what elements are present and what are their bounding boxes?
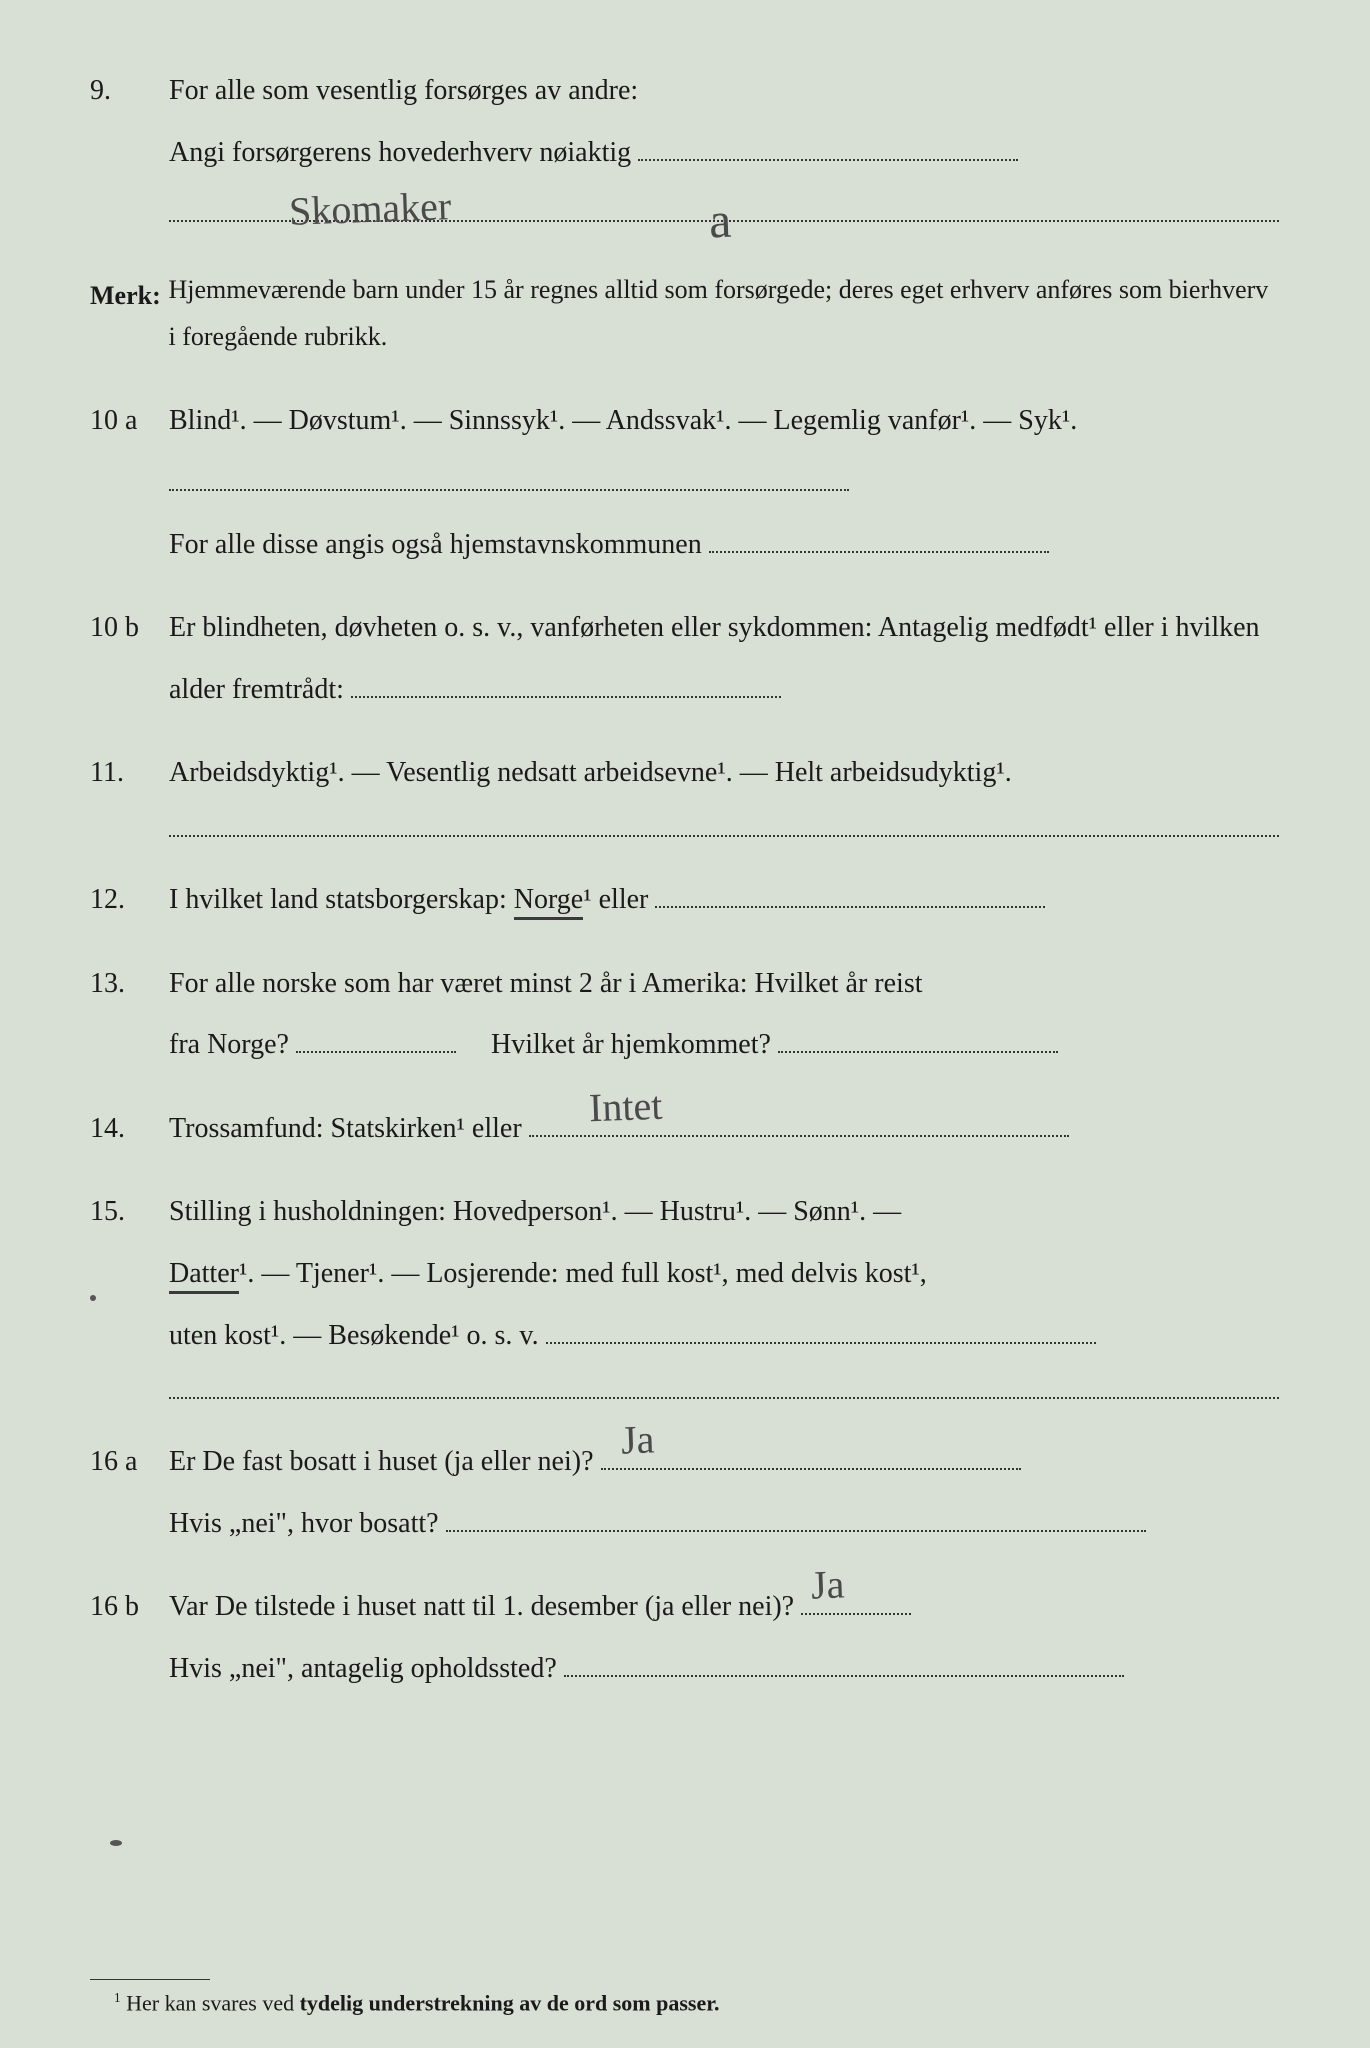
q15-line3: uten kost¹. — Besøkende¹ o. s. v. bbox=[169, 1320, 539, 1351]
q9-number: 9. bbox=[90, 60, 162, 122]
q9-fill-1 bbox=[638, 159, 1018, 161]
q13-number: 13. bbox=[90, 953, 162, 1015]
q10a-body: Blind¹. — Døvstum¹. — Sinnssyk¹. — Andss… bbox=[169, 390, 1279, 575]
q16b-line2: Hvis „nei", antagelig opholdssted? bbox=[169, 1653, 557, 1684]
q11-text: Arbeidsdyktig¹. — Vesentlig nedsatt arbe… bbox=[169, 757, 1012, 788]
q16a-handwritten: Ja bbox=[619, 1396, 655, 1485]
q12-pre: I hvilket land statsborgerskap: bbox=[169, 884, 514, 915]
q10b-body: Er blindheten, døvheten o. s. v., vanfør… bbox=[169, 597, 1279, 720]
merk-text: Hjemmeværende barn under 15 år regnes al… bbox=[169, 267, 1279, 361]
q16a-body: Er De fast bosatt i huset (ja eller nei)… bbox=[169, 1431, 1279, 1554]
artifact-speck bbox=[90, 1295, 96, 1301]
footnote-pre: Her kan svares ved bbox=[126, 1991, 300, 2016]
footnote-bold: tydelig understrekning av de ord som pas… bbox=[300, 1991, 720, 2016]
question-15: 15. Stilling i husholdningen: Hovedperso… bbox=[90, 1181, 1280, 1409]
q10a-line2: For alle disse angis også hjemstavnskomm… bbox=[169, 529, 702, 560]
q16b-number: 16 b bbox=[90, 1576, 162, 1638]
q11-body: Arbeidsdyktig¹. — Vesentlig nedsatt arbe… bbox=[169, 742, 1279, 847]
q12-number: 12. bbox=[90, 869, 162, 931]
q16b-fill-2 bbox=[564, 1675, 1124, 1677]
q16b-line1: Var De tilstede i huset natt til 1. dese… bbox=[169, 1591, 794, 1622]
q16a-line2: Hvis „nei", hvor bosatt? bbox=[169, 1508, 439, 1539]
artifact-speck bbox=[110, 1840, 122, 1846]
q16a-fill-2 bbox=[446, 1530, 1146, 1532]
question-10a: 10 a Blind¹. — Døvstum¹. — Sinnssyk¹. — … bbox=[90, 390, 1280, 575]
q12-underlined: Norge bbox=[514, 884, 583, 920]
q10b-fill bbox=[351, 696, 781, 698]
question-16a: 16 a Er De fast bosatt i huset (ja eller… bbox=[90, 1431, 1280, 1554]
question-12: 12. I hvilket land statsborgerskap: Norg… bbox=[90, 869, 1280, 931]
q14-handwritten: Intet bbox=[587, 1061, 663, 1152]
q13-fill-1 bbox=[296, 1051, 456, 1053]
q10b-number: 10 b bbox=[90, 597, 162, 659]
q12-post: ¹ eller bbox=[583, 884, 648, 915]
q11-fill bbox=[169, 834, 1279, 837]
q14-number: 14. bbox=[90, 1098, 162, 1160]
q15-fill-1 bbox=[546, 1342, 1096, 1344]
q10a-fill-2 bbox=[709, 551, 1049, 553]
q13-line1: For alle norske som har været minst 2 år… bbox=[169, 968, 923, 999]
q10b-text: Er blindheten, døvheten o. s. v., vanfør… bbox=[169, 612, 1260, 705]
q16a-fill-1 bbox=[601, 1468, 1021, 1470]
q12-fill bbox=[655, 906, 1045, 908]
q9-handwritten-2: a bbox=[707, 165, 733, 276]
question-13: 13. For alle norske som har været minst … bbox=[90, 953, 1280, 1076]
footnote-rule bbox=[90, 1979, 210, 1980]
merk-note: Merk: Hjemmeværende barn under 15 år reg… bbox=[90, 267, 1280, 361]
document-page: 9. For alle som vesentlig forsørges av a… bbox=[0, 0, 1370, 2048]
q16b-body: Var De tilstede i huset natt til 1. dese… bbox=[169, 1576, 1279, 1699]
q14-text: Trossamfund: Statskirken¹ eller bbox=[169, 1113, 522, 1144]
q12-body: I hvilket land statsborgerskap: Norge¹ e… bbox=[169, 869, 1279, 931]
q13-line2a: fra Norge? bbox=[169, 1029, 289, 1060]
question-16b: 16 b Var De tilstede i huset natt til 1.… bbox=[90, 1576, 1280, 1699]
q16a-line1: Er De fast bosatt i huset (ja eller nei)… bbox=[169, 1446, 594, 1477]
q15-line1: Stilling i husholdningen: Hovedperson¹. … bbox=[169, 1196, 901, 1227]
q16b-handwritten: Ja bbox=[810, 1541, 846, 1630]
question-10b: 10 b Er blindheten, døvheten o. s. v., v… bbox=[90, 597, 1280, 720]
q15-line2: ¹. — Tjener¹. — Losjerende: med full kos… bbox=[239, 1258, 927, 1289]
q9-handwritten-1: Skomaker bbox=[288, 162, 453, 256]
q13-line2b: Hvilket år hjemkommet? bbox=[491, 1029, 771, 1060]
q11-number: 11. bbox=[90, 742, 162, 804]
q10a-options: Blind¹. — Døvstum¹. — Sinnssyk¹. — Andss… bbox=[169, 405, 1077, 436]
question-11: 11. Arbeidsdyktig¹. — Vesentlig nedsatt … bbox=[90, 742, 1280, 847]
q16a-number: 16 a bbox=[90, 1431, 162, 1493]
q15-number: 15. bbox=[90, 1181, 162, 1243]
q15-underlined: Datter bbox=[169, 1258, 239, 1294]
q14-body: Trossamfund: Statskirken¹ eller Intet bbox=[169, 1098, 1279, 1160]
footnote: 1 Her kan svares ved tydelig understrekn… bbox=[90, 1990, 1280, 2016]
q13-body: For alle norske som har været minst 2 år… bbox=[169, 953, 1279, 1076]
q15-body: Stilling i husholdningen: Hovedperson¹. … bbox=[169, 1181, 1279, 1409]
q10a-number: 10 a bbox=[90, 390, 162, 452]
footnote-marker: 1 bbox=[114, 1990, 121, 2005]
question-14: 14. Trossamfund: Statskirken¹ eller Inte… bbox=[90, 1098, 1280, 1160]
q9-heading: For alle som vesentlig forsørges av andr… bbox=[169, 75, 638, 106]
q15-fill-2 bbox=[169, 1396, 1279, 1399]
merk-label: Merk: bbox=[90, 267, 162, 324]
q13-fill-2 bbox=[778, 1051, 1058, 1053]
q9-body: For alle som vesentlig forsørges av andr… bbox=[169, 60, 1279, 245]
q10a-fill-1 bbox=[169, 489, 849, 491]
question-9: 9. For alle som vesentlig forsørges av a… bbox=[90, 60, 1280, 245]
